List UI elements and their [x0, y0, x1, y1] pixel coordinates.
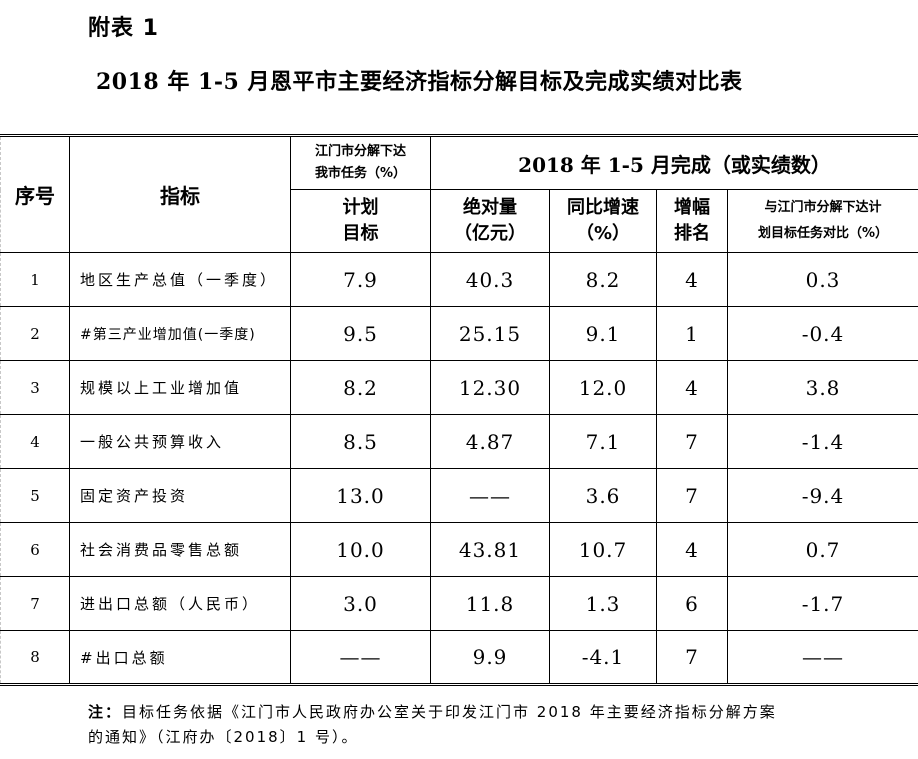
table-row: 4 一般公共预算收入 8.5 4.87 7.1 7 -1.4 — [0, 414, 918, 469]
cell-rank: 7 — [656, 414, 728, 469]
cell-growth: 9.1 — [549, 306, 657, 361]
cell-compare: -1.4 — [727, 414, 918, 469]
cell-rank: 6 — [656, 576, 728, 631]
cell-plan-target: 7.9 — [290, 252, 431, 307]
cell-seq: 6 — [0, 522, 70, 577]
header-compare-line2: 划目标任务对比（%） — [757, 226, 889, 241]
cell-plan-target: 13.0 — [290, 468, 431, 523]
cell-compare: 3.8 — [727, 360, 918, 415]
header-indicator: 指标 — [69, 135, 291, 253]
comparison-table: 序号 指标 江门市分解下达 我市任务（%） 2018 年 1-5 月完成（或实绩… — [0, 134, 918, 686]
comparison-table-wrapper: 序号 指标 江门市分解下达 我市任务（%） 2018 年 1-5 月完成（或实绩… — [0, 134, 918, 686]
cell-seq: 8 — [0, 630, 70, 685]
cell-absolute: 25.15 — [430, 306, 550, 361]
header-plan-target-line2: 目标 — [342, 223, 379, 244]
header-jiangmen-task-line1: 江门市分解下达 — [314, 144, 406, 159]
table-row: 2 #第三产业增加值(一季度) 9.5 25.15 9.1 1 -0.4 — [0, 306, 918, 361]
cell-compare: -1.7 — [727, 576, 918, 631]
cell-indicator: 进出口总额（人民币） — [69, 576, 291, 631]
cell-seq: 2 — [0, 306, 70, 361]
note-text-1: 目标任务依据《江门市人民政府办公室关于印发江门市 2018 年主要经济指标分解方… — [122, 703, 777, 721]
cell-absolute: 12.30 — [430, 360, 550, 415]
cell-growth: 8.2 — [549, 252, 657, 307]
cell-plan-target: —— — [290, 630, 431, 685]
header-jiangmen-task-line2: 我市任务（%） — [314, 166, 407, 181]
cell-indicator: 规模以上工业增加值 — [69, 360, 291, 415]
header-seq: 序号 — [0, 135, 70, 253]
appendix-label: 附表 1 — [88, 16, 159, 41]
cell-plan-target: 8.5 — [290, 414, 431, 469]
cell-seq: 4 — [0, 414, 70, 469]
table-row: 7 进出口总额（人民币） 3.0 11.8 1.3 6 -1.7 — [0, 576, 918, 631]
cell-plan-target: 8.2 — [290, 360, 431, 415]
cell-plan-target: 9.5 — [290, 306, 431, 361]
table-row: 5 固定资产投资 13.0 —— 3.6 7 -9.4 — [0, 468, 918, 523]
header-plan-target-line1: 计划 — [342, 197, 379, 218]
cell-rank: 7 — [656, 630, 728, 685]
cell-rank: 4 — [656, 522, 728, 577]
cell-growth: 3.6 — [549, 468, 657, 523]
cell-indicator: 地区生产总值（一季度） — [69, 252, 291, 307]
table-row: 8 #出口总额 —— 9.9 -4.1 7 —— — [0, 630, 918, 685]
note-label: 注： — [88, 703, 123, 721]
cell-growth: 7.1 — [549, 414, 657, 469]
cell-absolute: 9.9 — [430, 630, 550, 685]
cell-plan-target: 3.0 — [290, 576, 431, 631]
cell-seq: 7 — [0, 576, 70, 631]
cell-compare: 0.7 — [727, 522, 918, 577]
header-absolute: 绝对量 （亿元） — [430, 189, 550, 253]
header-rank-line2: 排名 — [674, 223, 710, 244]
header-completion-group: 2018 年 1-5 月完成（或实绩数） — [430, 135, 918, 190]
note-line-1: 注：目标任务依据《江门市人民政府办公室关于印发江门市 2018 年主要经济指标分… — [88, 700, 777, 725]
cell-seq: 1 — [0, 252, 70, 307]
header-compare: 与江门市分解下达计 划目标任务对比（%） — [727, 189, 918, 253]
cell-rank: 4 — [656, 360, 728, 415]
cell-rank: 4 — [656, 252, 728, 307]
cell-growth: -4.1 — [549, 630, 657, 685]
header-growth: 同比增速 （%） — [549, 189, 657, 253]
table-row: 3 规模以上工业增加值 8.2 12.30 12.0 4 3.8 — [0, 360, 918, 415]
header-growth-line2: （%） — [575, 223, 631, 244]
header-absolute-line1: 绝对量 — [463, 197, 517, 218]
note-text-2: 的通知》（江府办〔2018〕1 号）。 — [88, 728, 359, 746]
cell-indicator: #出口总额 — [69, 630, 291, 685]
cell-plan-target: 10.0 — [290, 522, 431, 577]
table-row: 1 地区生产总值（一季度） 7.9 40.3 8.2 4 0.3 — [0, 252, 918, 307]
cell-indicator: 一般公共预算收入 — [69, 414, 291, 469]
cell-compare: -9.4 — [727, 468, 918, 523]
header-jiangmen-task: 江门市分解下达 我市任务（%） — [290, 135, 431, 190]
cell-rank: 7 — [656, 468, 728, 523]
header-plan-target: 计划 目标 — [290, 189, 431, 253]
cell-compare: 0.3 — [727, 252, 918, 307]
cell-growth: 10.7 — [549, 522, 657, 577]
document-title: 2018 年 1-5 月恩平市主要经济指标分解目标及完成实绩对比表 — [96, 69, 743, 95]
cell-seq: 5 — [0, 468, 70, 523]
cell-indicator: 社会消费品零售总额 — [69, 522, 291, 577]
table-row: 6 社会消费品零售总额 10.0 43.81 10.7 4 0.7 — [0, 522, 918, 577]
header-growth-line1: 同比增速 — [567, 197, 639, 218]
cell-growth: 12.0 — [549, 360, 657, 415]
cell-indicator: #第三产业增加值(一季度) — [69, 306, 291, 361]
cell-compare: -0.4 — [727, 306, 918, 361]
header-rank: 增幅 排名 — [656, 189, 728, 253]
cell-absolute: 4.87 — [430, 414, 550, 469]
header-row-1: 序号 指标 江门市分解下达 我市任务（%） 2018 年 1-5 月完成（或实绩… — [0, 135, 918, 253]
cell-rank: 1 — [656, 306, 728, 361]
cell-absolute: —— — [430, 468, 550, 523]
cell-compare: —— — [727, 630, 918, 685]
cell-indicator: 固定资产投资 — [69, 468, 291, 523]
cell-seq: 3 — [0, 360, 70, 415]
table-note: 注：目标任务依据《江门市人民政府办公室关于印发江门市 2018 年主要经济指标分… — [88, 700, 777, 750]
header-absolute-line2: （亿元） — [454, 223, 526, 244]
cell-absolute: 11.8 — [430, 576, 550, 631]
cell-absolute: 40.3 — [430, 252, 550, 307]
cell-absolute: 43.81 — [430, 522, 550, 577]
header-row-2: 计划 目标 绝对量 （亿元） 同比增速 （%） 增幅 排名 与江门市分解下达计 — [1, 189, 918, 253]
cell-growth: 1.3 — [549, 576, 657, 631]
header-compare-line1: 与江门市分解下达计 — [764, 200, 882, 215]
header-rank-line1: 增幅 — [674, 197, 710, 218]
